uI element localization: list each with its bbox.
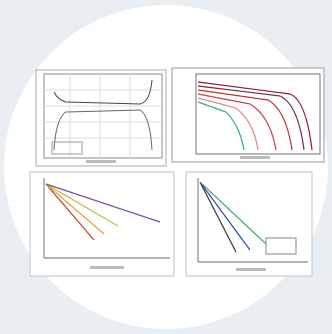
curve [45, 183, 105, 235]
curve [45, 183, 119, 227]
curve [197, 93, 277, 151]
curve [45, 183, 95, 241]
panel-bottom-right [185, 171, 313, 277]
curve [197, 85, 305, 151]
plot-frame [43, 73, 163, 159]
panel-frame [171, 67, 325, 163]
curve [197, 89, 293, 151]
curve [53, 79, 153, 105]
curve [199, 181, 237, 253]
axis-label [90, 266, 124, 269]
panel-frame [35, 69, 167, 167]
curve [199, 181, 267, 245]
panel-top-right [171, 67, 325, 163]
axis-label [240, 156, 270, 159]
axis-label [86, 160, 116, 163]
legend-box [265, 237, 297, 255]
panel-bottom-left [29, 171, 175, 277]
panel-frame [185, 171, 313, 277]
curve [197, 81, 313, 151]
curve [197, 101, 245, 151]
plot-frame [195, 73, 321, 155]
circle-frame [4, 5, 328, 329]
panel-top-left [35, 69, 167, 167]
curve [45, 183, 161, 223]
grid [44, 74, 162, 158]
curve [53, 109, 153, 151]
axis-label [236, 268, 266, 271]
legend-box [51, 141, 83, 155]
curve [199, 181, 251, 251]
curve [197, 97, 259, 151]
